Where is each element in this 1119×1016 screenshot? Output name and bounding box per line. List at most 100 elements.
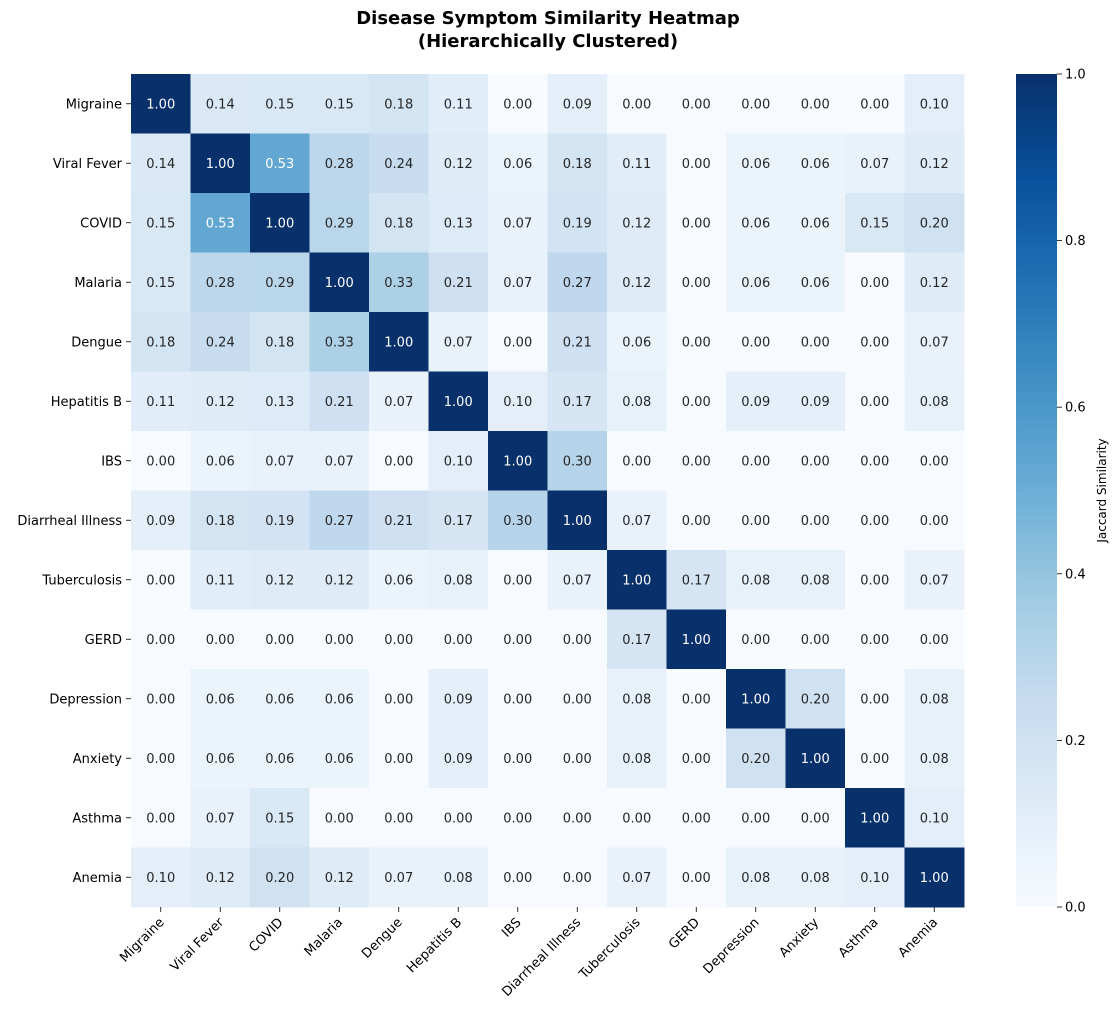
cell-value-label: 0.07 [384, 395, 413, 410]
heatmap-cell [547, 669, 608, 729]
cell-value-label: 0.07 [503, 216, 532, 231]
cell-value-label: 0.12 [325, 573, 354, 588]
heatmap-cell [904, 312, 965, 372]
cell-value-label: 0.00 [325, 633, 354, 648]
heatmap-cell [131, 550, 191, 610]
heatmap-cell [488, 669, 548, 729]
heatmap-cell [488, 371, 548, 432]
cell-value-label: 0.00 [384, 692, 413, 707]
heatmap-cell [190, 74, 251, 134]
heatmap-cell [904, 252, 965, 313]
x-tick-label: Hepatitis B [404, 915, 465, 976]
heatmap-cell [845, 371, 905, 432]
heatmap-cell [131, 252, 191, 313]
chart-title: Disease Symptom Similarity Heatmap [356, 8, 740, 29]
heatmap-cell [190, 252, 251, 313]
heatmap-cell [785, 788, 846, 848]
heatmap-cell [785, 609, 846, 670]
heatmap-cell [726, 728, 786, 789]
heatmap-cell [428, 312, 489, 372]
cell-value-label: 0.20 [920, 216, 949, 231]
x-tick-label: Anemia [896, 915, 942, 961]
cell-value-label: 0.18 [206, 514, 235, 529]
heatmap-cell [607, 669, 667, 729]
x-tick-label: Dengue [359, 915, 405, 961]
cell-value-label: 0.00 [206, 633, 235, 648]
heatmap-cell [666, 788, 727, 848]
cell-value-label: 0.00 [146, 454, 175, 469]
cell-value-label: 0.00 [682, 335, 711, 350]
cell-value-label: 0.08 [741, 573, 770, 588]
cell-value-label: 0.08 [920, 752, 949, 767]
cell-value-label: 0.08 [444, 871, 473, 886]
cell-value-label: 0.10 [860, 871, 889, 886]
cell-value-label: 0.00 [503, 752, 532, 767]
heatmap-cell [309, 728, 370, 789]
cell-value-label: 0.00 [682, 752, 711, 767]
heatmap-cell [369, 609, 429, 670]
heatmap-cell [131, 788, 191, 848]
heatmap-cell [547, 609, 608, 670]
heatmap-cell [131, 490, 191, 551]
y-tick-label: Diarrheal Illness [17, 514, 122, 529]
heatmap-cell [785, 133, 846, 194]
cell-value-label: 0.07 [325, 454, 354, 469]
cell-value-label: 0.20 [741, 752, 770, 767]
cell-value-label: 0.13 [444, 216, 473, 231]
heatmap-cell [904, 133, 965, 194]
cell-value-label: 0.53 [265, 157, 294, 172]
heatmap-cell [726, 431, 786, 491]
heatmap-cell [190, 133, 251, 194]
heatmap-cell [666, 550, 727, 610]
cell-value-label: 0.00 [503, 633, 532, 648]
heatmap-cell [488, 74, 548, 134]
cell-value-label: 0.00 [682, 276, 711, 291]
colorbar-gradient [1016, 74, 1057, 907]
cell-value-label: 0.08 [920, 692, 949, 707]
y-tick-label: Dengue [71, 335, 122, 350]
cell-value-label: 0.09 [563, 97, 592, 112]
heatmap-cell [309, 252, 370, 313]
heatmap-cell [607, 431, 667, 491]
cell-value-label: 0.00 [146, 752, 175, 767]
x-tick-label: GERD [666, 915, 703, 952]
heatmap-cell [369, 490, 429, 551]
cell-value-label: 0.08 [801, 573, 830, 588]
cell-value-label: 0.00 [801, 454, 830, 469]
cell-value-label: 0.06 [622, 335, 651, 350]
cell-value-label: 0.00 [563, 633, 592, 648]
heatmap-cell [904, 193, 965, 253]
cell-value-label: 0.06 [503, 157, 532, 172]
heatmap-cell [785, 252, 846, 313]
cell-value-label: 0.10 [920, 811, 949, 826]
cell-value-label: 1.00 [563, 514, 592, 529]
cell-value-label: 0.10 [503, 395, 532, 410]
x-tick-label: Anxiety [777, 915, 823, 961]
cell-value-label: 0.15 [325, 97, 354, 112]
heatmap-cell [309, 490, 370, 551]
heatmap-cell [369, 312, 429, 372]
cell-value-label: 0.00 [920, 454, 949, 469]
cell-value-label: 0.15 [860, 216, 889, 231]
heatmap-cell [666, 728, 727, 789]
cell-value-label: 0.30 [503, 514, 532, 529]
cell-value-label: 0.18 [384, 216, 413, 231]
cell-value-label: 0.11 [206, 573, 235, 588]
cell-value-label: 0.00 [860, 97, 889, 112]
colorbar-tick-label: 1.0 [1065, 68, 1086, 83]
heatmap-cell [309, 609, 370, 670]
heatmap-cell [726, 252, 786, 313]
heatmap-cell [250, 252, 310, 313]
heatmap-cell [190, 490, 251, 551]
cell-value-label: 0.00 [741, 811, 770, 826]
heatmap-cell [607, 74, 667, 134]
heatmap-cell [845, 252, 905, 313]
cell-value-label: 0.09 [146, 514, 175, 529]
cell-value-label: 0.12 [444, 157, 473, 172]
heatmap-cell [131, 609, 191, 670]
heatmap-cell [190, 312, 251, 372]
y-tick-label: Malaria [74, 276, 122, 291]
heatmap-cell [726, 312, 786, 372]
heatmap-cell [250, 371, 310, 432]
cell-value-label: 0.19 [563, 216, 592, 231]
